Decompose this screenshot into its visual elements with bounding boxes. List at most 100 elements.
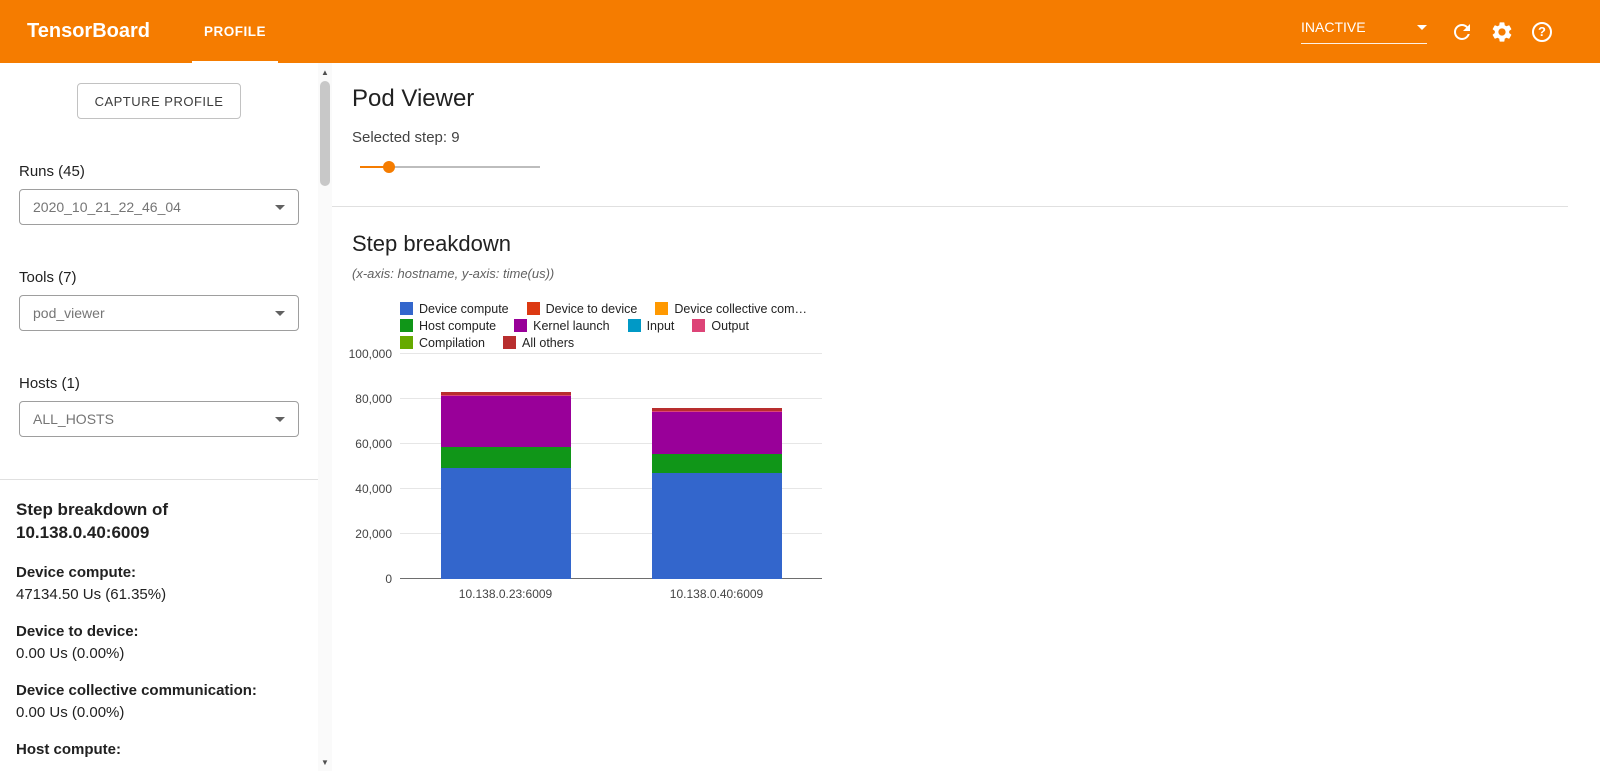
legend-swatch-icon bbox=[514, 319, 528, 332]
scroll-up-icon[interactable]: ▲ bbox=[321, 67, 329, 77]
bar-segment[interactable] bbox=[440, 394, 571, 396]
tools-field: Tools (7) pod_viewer bbox=[19, 269, 299, 331]
sidebar-scrollbar[interactable]: ▲ ▼ bbox=[318, 63, 332, 771]
gridline bbox=[400, 443, 822, 444]
bar-segment[interactable] bbox=[651, 412, 782, 455]
content-divider bbox=[332, 206, 1568, 207]
breakdown-entry: Device compute: 47134.50 Us (61.35%) bbox=[16, 564, 302, 603]
help-icon: ? bbox=[1532, 21, 1552, 42]
tools-label: Tools (7) bbox=[19, 269, 77, 286]
capture-profile-button[interactable]: CAPTURE PROFILE bbox=[76, 83, 242, 119]
bar-segment[interactable] bbox=[440, 392, 571, 395]
tools-select-value: pod_viewer bbox=[33, 305, 105, 321]
runs-field: Runs (45) 2020_10_21_22_46_04 bbox=[19, 163, 299, 225]
scroll-down-icon[interactable]: ▼ bbox=[321, 757, 329, 767]
step-breakdown-chart: Device compute Device to device Device col… bbox=[349, 301, 912, 601]
axis-note: (x-axis: hostname, y-axis: time(us)) bbox=[352, 266, 555, 281]
legend-row: Device compute Device to device Device col… bbox=[400, 301, 912, 316]
legend-swatch-icon bbox=[400, 336, 413, 349]
slider-fill bbox=[360, 166, 389, 168]
legend-label: Kernel launch bbox=[533, 318, 610, 333]
breakdown-entry: Host compute: bbox=[16, 741, 302, 758]
legend-label: All others bbox=[522, 335, 575, 350]
tab-profile[interactable]: PROFILE bbox=[191, 0, 279, 63]
legend-swatch-icon bbox=[692, 319, 706, 332]
legend-item: Device compute bbox=[400, 302, 509, 316]
legend-row: Compilation All others bbox=[400, 335, 912, 350]
breakdown-entry-value: 0.00 Us (0.00%) bbox=[16, 704, 125, 721]
bar-segment[interactable] bbox=[651, 454, 782, 473]
refresh-icon bbox=[1450, 20, 1474, 44]
breakdown-entry-value: 47134.50 Us (61.35%) bbox=[16, 586, 167, 603]
legend-item: Host compute bbox=[400, 319, 496, 333]
status-label: INACTIVE bbox=[1301, 19, 1366, 35]
breakdown-entry: Device collective communication: 0.00 Us… bbox=[16, 682, 302, 721]
y-tick-label: 60,000 bbox=[355, 437, 392, 451]
legend-label: Device compute bbox=[419, 301, 509, 316]
bar-segment[interactable] bbox=[440, 446, 571, 468]
sidebar: CAPTURE PROFILE Runs (45) 2020_10_21_22_… bbox=[0, 63, 318, 771]
legend-swatch-icon bbox=[526, 302, 540, 315]
refresh-button[interactable] bbox=[1449, 19, 1475, 45]
bar-segment[interactable] bbox=[440, 395, 571, 447]
help-button[interactable]: ? bbox=[1529, 19, 1555, 45]
hosts-select[interactable]: ALL_HOSTS bbox=[19, 401, 299, 437]
chart-legend: Device compute Device to device Device col… bbox=[400, 301, 912, 350]
tab-profile-label: PROFILE bbox=[203, 24, 266, 39]
y-tick-label: 80,000 bbox=[355, 392, 392, 406]
x-axis-label: 10.138.0.23:6009 bbox=[458, 587, 553, 601]
legend-swatch-icon bbox=[400, 302, 413, 315]
legend-item: All others bbox=[503, 336, 574, 350]
legend-swatch-icon bbox=[400, 319, 413, 332]
runs-label: Runs (45) bbox=[19, 163, 85, 180]
gridline bbox=[400, 533, 822, 534]
hosts-field: Hosts (1) ALL_HOSTS bbox=[19, 375, 299, 437]
status-dropdown[interactable]: INACTIVE bbox=[1301, 19, 1427, 44]
breakdown-entry-value: 0.00 Us (0.00%) bbox=[16, 645, 125, 662]
gridline bbox=[400, 398, 822, 399]
slider-track[interactable] bbox=[360, 166, 540, 168]
gear-icon bbox=[1490, 20, 1514, 44]
y-tick-label: 100,000 bbox=[348, 347, 392, 361]
legend-label: Input bbox=[646, 318, 675, 333]
tools-select[interactable]: pod_viewer bbox=[19, 295, 299, 331]
app-title: TensorBoard bbox=[27, 20, 150, 42]
bar-segment[interactable] bbox=[651, 472, 782, 579]
chart-plot: 0 20,000 40,000 60,000 80,000 100,000 10.138.0… bbox=[349, 347, 822, 601]
legend-label: Host compute bbox=[419, 318, 497, 333]
page-title: Pod Viewer bbox=[352, 85, 475, 112]
bar-segment[interactable] bbox=[651, 408, 782, 411]
x-axis-label: 10.138.0.40:6009 bbox=[669, 587, 764, 601]
gridline bbox=[400, 353, 822, 354]
settings-button[interactable] bbox=[1489, 19, 1515, 45]
breakdown-title-line1: Step breakdown of bbox=[16, 500, 169, 519]
legend-label: Device collective com… bbox=[674, 301, 808, 316]
breakdown-title: Step breakdown of 10.138.0.40:6009 bbox=[16, 498, 302, 544]
main-content: Pod Viewer Selected step: 9 Step breakdo… bbox=[332, 63, 1600, 771]
legend-label: Device to device bbox=[545, 301, 638, 316]
legend-label: Compilation bbox=[419, 335, 486, 350]
selected-step-text: Selected step: 9 bbox=[352, 129, 460, 146]
runs-select-value: 2020_10_21_22_46_04 bbox=[33, 199, 181, 215]
breakdown-entry: Device to device: 0.00 Us (0.00%) bbox=[16, 623, 302, 662]
legend-item: Output bbox=[692, 319, 749, 333]
chevron-down-icon bbox=[1417, 24, 1427, 30]
legend-item: Device to device bbox=[526, 301, 638, 316]
x-axis-baseline bbox=[400, 578, 822, 579]
scrollbar-thumb[interactable] bbox=[320, 81, 330, 186]
bar-segment[interactable] bbox=[651, 410, 782, 412]
bar-segment[interactable] bbox=[440, 467, 571, 579]
step-slider[interactable] bbox=[360, 160, 540, 174]
section-title: Step breakdown bbox=[352, 231, 511, 256]
runs-select[interactable]: 2020_10_21_22_46_04 bbox=[19, 189, 299, 225]
y-tick-label: 0 bbox=[385, 572, 392, 586]
y-tick-label: 20,000 bbox=[355, 527, 392, 541]
breakdown-title-line2: 10.138.0.40:6009 bbox=[16, 523, 150, 542]
slider-thumb[interactable] bbox=[382, 161, 395, 173]
legend-row: Host compute Kernel launch Input Output bbox=[400, 318, 912, 333]
breakdown-entry-label: Device to device: bbox=[16, 623, 139, 640]
bar-segment[interactable] bbox=[651, 410, 782, 412]
sidebar-divider bbox=[0, 479, 318, 480]
legend-item: Input bbox=[627, 318, 675, 333]
legend-item: Device collective com… bbox=[655, 302, 807, 316]
